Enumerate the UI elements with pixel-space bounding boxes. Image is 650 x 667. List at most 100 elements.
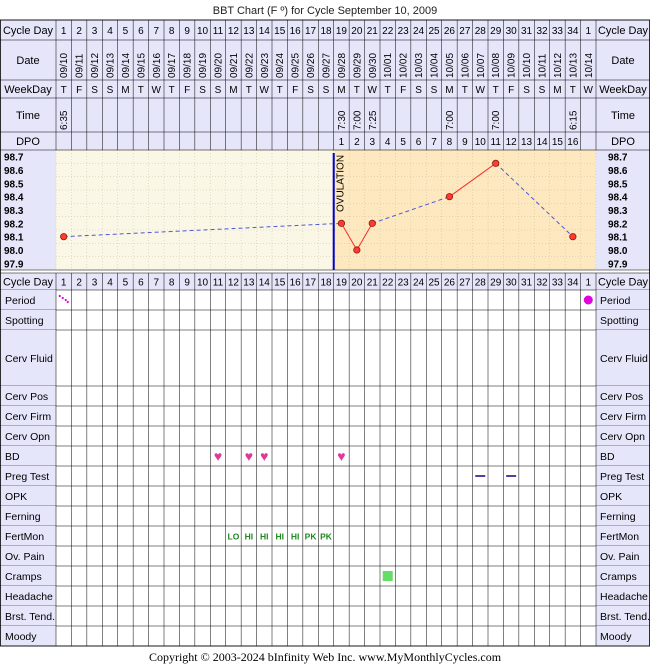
- cycle-day-bottom-value: 29: [490, 278, 502, 289]
- cycle-day-bottom-value: 9: [184, 278, 190, 289]
- row-label-right: Cerv Opn: [600, 431, 645, 443]
- date-value: 10/13: [568, 53, 579, 78]
- cycle-day-top-value: 18: [320, 26, 332, 37]
- temp-label-right: 97.9: [608, 259, 628, 270]
- cycle-day-bottom-value: 5: [123, 278, 129, 289]
- bbt-point-day-34: [569, 233, 577, 241]
- cycle-day-bottom-value: 23: [398, 278, 410, 289]
- cycle-day-top-value: 23: [398, 26, 410, 37]
- date-value: 10/06: [460, 53, 471, 78]
- cycle-day-top-value: 1: [61, 26, 67, 37]
- header-band-3: [0, 98, 650, 132]
- row-label-left: Brst. Tend.: [5, 611, 55, 623]
- weekday-value: W: [152, 85, 162, 96]
- cycle-day-bottom-value: 3: [92, 278, 98, 289]
- temp-label-right: 98.7: [608, 153, 628, 164]
- row-label-left: Preg Test: [5, 471, 49, 483]
- cycle-day-top-value: 22: [382, 26, 394, 37]
- date-value: 09/26: [306, 53, 317, 78]
- fertmon-reading: PK: [320, 532, 333, 542]
- row-label-left: Cerv Fluid: [5, 353, 53, 365]
- cycle-day-top-value: 1: [586, 26, 592, 37]
- date-value: 09/11: [75, 53, 86, 78]
- cycle-day-top-label-right: Cycle Day: [598, 25, 649, 37]
- cycle-day-top-value: 17: [305, 26, 317, 37]
- cycle-day-bottom-value: 28: [475, 278, 487, 289]
- cycle-day-bottom-value: 14: [259, 278, 271, 289]
- row-label-bg-right: [596, 386, 650, 406]
- cycle-day-bottom-value: 32: [536, 278, 548, 289]
- weekday-value: T: [246, 85, 252, 96]
- row-label-left: Period: [5, 295, 36, 307]
- weekday-value: W: [476, 85, 486, 96]
- cycle-day-bottom-value: 11: [213, 278, 224, 289]
- weekday-value: S: [215, 85, 222, 96]
- date-value: 10/10: [522, 53, 533, 78]
- dpo-value: 16: [567, 137, 579, 148]
- cycle-day-bottom-value: 33: [552, 278, 564, 289]
- cycle-day-top-value: 8: [169, 26, 175, 37]
- row-label-bg-left: [0, 486, 56, 506]
- cycle-day-top-value: 15: [274, 26, 286, 37]
- fertmon-reading: HI: [245, 532, 254, 542]
- bbt-connector-29-34: [495, 162, 574, 238]
- temp-label-right: 98.4: [608, 193, 628, 204]
- date-value: 09/14: [121, 53, 132, 78]
- date-label-left: Date: [16, 55, 39, 67]
- row-label-left: Cramps: [5, 571, 42, 583]
- cycle-day-bottom-label-left: Cycle Day: [3, 277, 54, 289]
- row-label-bg-right: [596, 626, 650, 646]
- date-value: 10/03: [414, 53, 425, 78]
- cycle-day-top-value: 34: [567, 26, 579, 37]
- time-value: 6:15: [568, 110, 579, 130]
- cycle-day-bottom-value: 6: [138, 278, 144, 289]
- weekday-value: S: [107, 85, 114, 96]
- row-label-left: Cerv Firm: [5, 411, 51, 423]
- cramps-mark: [382, 571, 393, 581]
- cycle-day-top-value: 2: [76, 26, 82, 37]
- date-value: 09/22: [244, 53, 255, 78]
- dpo-value: 13: [521, 137, 533, 148]
- temp-label-right-bg: [596, 150, 650, 270]
- date-value: 10/01: [383, 53, 394, 78]
- bd-heart-icon: ♥: [260, 448, 268, 464]
- date-value: 09/19: [198, 53, 209, 78]
- cycle-day-bottom-value: 7: [154, 278, 160, 289]
- cycle-day-top-value: 14: [259, 26, 271, 37]
- cycle-day-bottom-value: 24: [413, 278, 425, 289]
- cycle-day-top-value: 29: [490, 26, 502, 37]
- cycle-day-bottom-value: 15: [274, 278, 286, 289]
- weekday-value: M: [337, 85, 345, 96]
- header-band-2: [0, 80, 650, 98]
- dpo-value: 4: [385, 137, 391, 148]
- date-value: 09/30: [368, 53, 379, 78]
- cycle-day-top-value: 26: [444, 26, 456, 37]
- bbt-point-day-20: [353, 246, 361, 254]
- weekday-value: T: [570, 85, 576, 96]
- fertmon-reading: PK: [305, 532, 318, 542]
- weekday-label-right: WeekDay: [599, 84, 647, 96]
- cycle-day-top-value: 12: [228, 26, 240, 37]
- row-label-bg-right: [596, 466, 650, 486]
- row-label-bg-left: [0, 566, 56, 586]
- cycle-day-bottom-value: 17: [305, 278, 317, 289]
- cycle-day-bottom-value: 21: [367, 278, 379, 289]
- row-label-right: Cerv Pos: [600, 391, 643, 403]
- weekday-value: S: [415, 85, 422, 96]
- date-value: 10/05: [445, 53, 456, 78]
- weekday-value: S: [307, 85, 314, 96]
- dpo-value: 7: [431, 137, 437, 148]
- cycle-day-top-value: 27: [459, 26, 471, 37]
- cycle-day-top-value: 32: [536, 26, 548, 37]
- row-label-left: BD: [5, 451, 20, 463]
- period-spotting-dot: [64, 298, 67, 302]
- bbt-connector-1-19: [63, 222, 342, 238]
- cycle-day-bottom-value: 20: [351, 278, 363, 289]
- cycle-day-bottom-value: 25: [428, 278, 440, 289]
- fertmon-reading: HI: [260, 532, 269, 542]
- cycle-day-top-value: 33: [552, 26, 564, 37]
- date-value: 09/16: [152, 53, 163, 78]
- date-value: 09/10: [59, 53, 70, 78]
- dpo-value: 5: [400, 137, 406, 148]
- row-label-bg-right: [596, 546, 650, 566]
